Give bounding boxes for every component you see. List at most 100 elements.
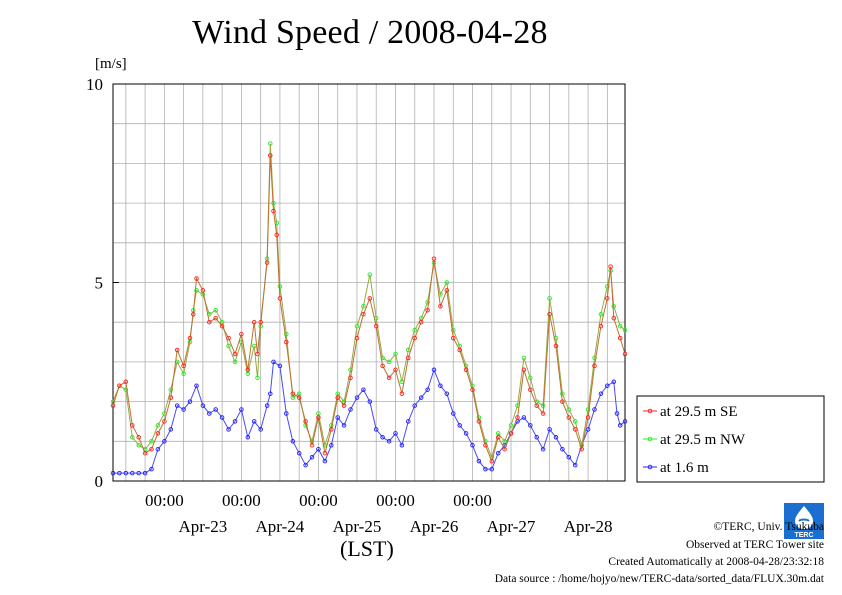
data-point (560, 399, 565, 404)
data-point (547, 427, 552, 432)
y-axis-unit: [m/s] (95, 56, 127, 72)
y-tick-label: 5 (95, 274, 104, 293)
data-point (611, 304, 617, 309)
data-point (123, 470, 129, 476)
data-point (194, 276, 199, 281)
data-point (547, 312, 552, 317)
data-point (271, 359, 276, 365)
data-point (232, 351, 238, 357)
data-point (255, 351, 260, 357)
data-point (611, 379, 617, 385)
data-point (268, 141, 273, 146)
data-point (277, 284, 283, 289)
data-point (489, 466, 495, 472)
data-point (296, 450, 302, 456)
data-point (361, 312, 366, 317)
data-point (117, 470, 122, 476)
data-point (274, 232, 279, 238)
data-point (117, 383, 122, 388)
data-point (200, 288, 206, 293)
data-point (187, 399, 193, 404)
data-point (348, 407, 353, 412)
data-point (605, 284, 610, 289)
data-point (438, 304, 443, 309)
data-point (528, 375, 533, 381)
data-point (592, 407, 597, 412)
data-point (136, 470, 141, 476)
legend-box (636, 395, 825, 483)
data-point (553, 343, 559, 349)
data-point (393, 431, 398, 436)
x-date-label: Apr-28 (564, 517, 613, 536)
credit-source: Data source : /home/hojyo/new/TERC-data/… (494, 573, 824, 585)
legend-marker (647, 436, 653, 442)
series-line (112, 155, 626, 463)
data-point (418, 395, 424, 400)
data-point (476, 458, 482, 464)
data-point (168, 395, 174, 400)
data-point (296, 395, 302, 400)
data-point (476, 419, 482, 424)
data-point (521, 355, 527, 361)
x-date-label: Apr-24 (256, 517, 305, 536)
data-point (380, 435, 385, 440)
data-point (213, 407, 218, 412)
data-point (181, 407, 186, 412)
data-point (303, 462, 308, 468)
legend-marker (647, 408, 653, 414)
data-point (553, 435, 559, 440)
legend-label: at 1.6 m (660, 460, 709, 476)
data-point (136, 435, 141, 440)
data-point (309, 454, 315, 460)
data-point (617, 423, 623, 428)
data-point (264, 403, 270, 408)
data-point (605, 383, 610, 388)
data-point (290, 439, 296, 444)
data-point (431, 367, 437, 373)
data-point (251, 319, 257, 325)
x-tick-label: 00:00 (299, 491, 338, 510)
data-point (598, 312, 604, 317)
data-point (354, 395, 360, 400)
series-line (112, 143, 626, 459)
data-point (142, 450, 148, 456)
data-point (341, 403, 347, 408)
data-point (162, 439, 167, 444)
data-point (386, 359, 392, 365)
data-point (451, 327, 456, 333)
data-point (232, 419, 238, 424)
data-point (110, 470, 116, 476)
data-point (495, 450, 501, 456)
data-point (585, 407, 591, 412)
data-point (451, 411, 456, 416)
legend: at 29.5 m SE at 29.5 m NW at 1.6 m (636, 395, 825, 483)
data-point (168, 427, 174, 432)
data-point (329, 443, 334, 448)
data-point (322, 450, 328, 456)
data-point (534, 403, 539, 408)
credit-copyright: ©TERC, Univ. Tsukuba (713, 521, 824, 533)
credit-created: Created Automatically at 2008-04-28/23:3… (608, 556, 824, 568)
legend-label: at 29.5 m NW (660, 432, 746, 448)
data-point (168, 387, 174, 392)
data-point (444, 288, 450, 293)
data-point (412, 335, 417, 341)
data-point (149, 446, 154, 452)
data-point (174, 347, 180, 353)
series-1 (110, 141, 628, 460)
data-point (329, 427, 334, 432)
data-point (502, 439, 507, 444)
data-point (354, 335, 360, 341)
series-2 (110, 359, 628, 476)
x-tick-label: 00:00 (376, 491, 415, 510)
series-layer (110, 141, 628, 476)
data-point (566, 407, 572, 412)
data-point (406, 419, 411, 424)
data-point (162, 419, 167, 424)
legend-label: at 29.5 m SE (660, 404, 738, 420)
data-point (373, 427, 379, 432)
data-point (194, 383, 199, 388)
data-point (572, 462, 578, 468)
data-point (155, 423, 161, 428)
